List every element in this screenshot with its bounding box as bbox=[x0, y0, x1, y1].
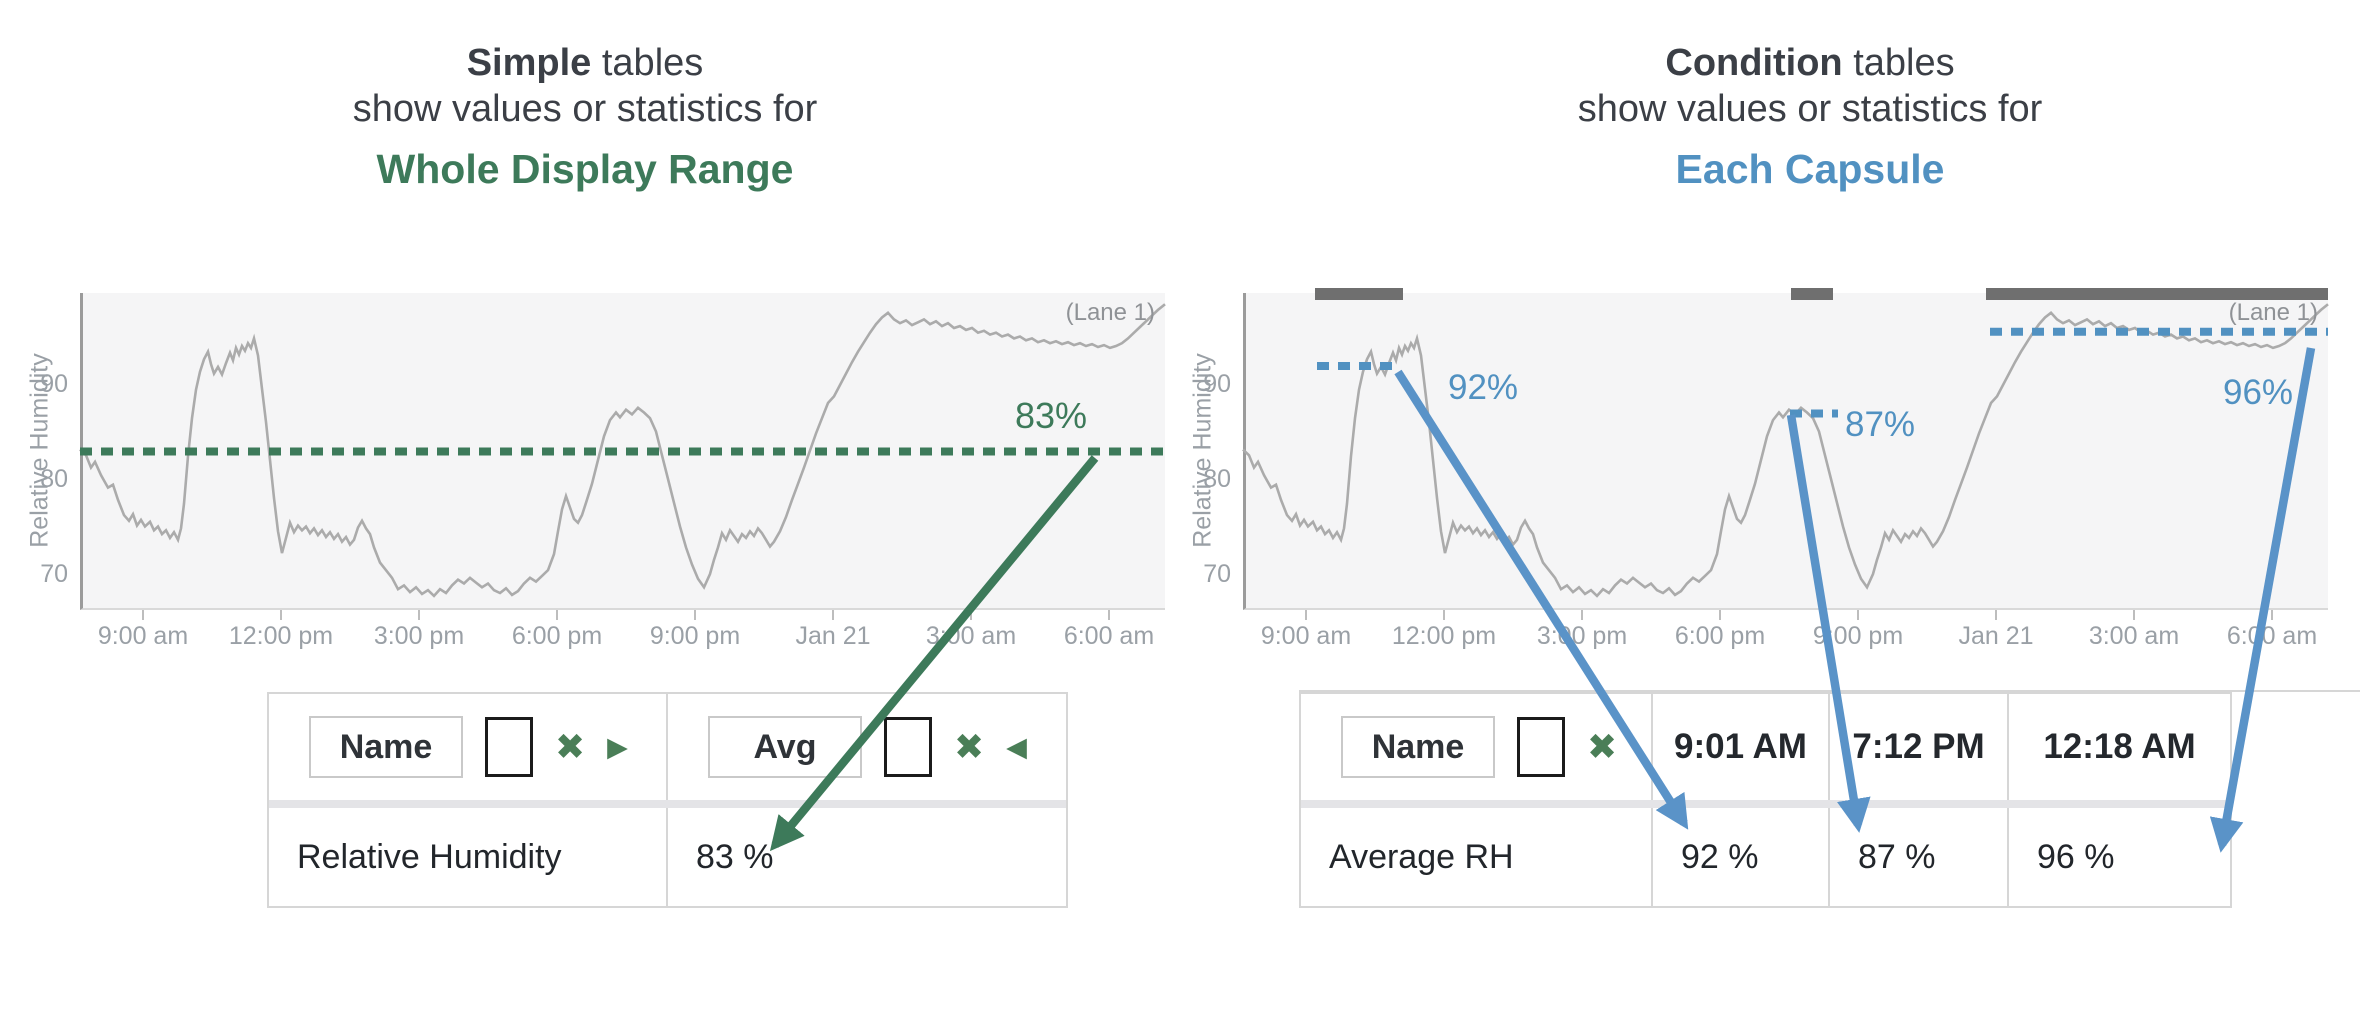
name-column-checkbox[interactable] bbox=[485, 717, 533, 777]
capsule-indicator-bar bbox=[1791, 288, 1833, 300]
capsule1-value-cell: 92 % bbox=[1653, 808, 1830, 907]
x-axis-tick-mark bbox=[280, 610, 282, 620]
remove-name-column-icon[interactable]: ✖ bbox=[1587, 726, 1618, 767]
humidity-curve bbox=[1242, 303, 2329, 598]
capsule-time-header-cell[interactable]: 9:01 AM bbox=[1653, 694, 1830, 800]
x-axis-tick-label: 6:00 am bbox=[1063, 622, 1155, 650]
x-axis-tick-label: 9:00 pm bbox=[649, 622, 741, 650]
lane-label: (Lane 1) bbox=[1065, 299, 1155, 326]
x-axis-tick-mark bbox=[1581, 610, 1583, 620]
capsule-indicator-bar bbox=[1315, 288, 1403, 300]
name-column-button[interactable]: Name bbox=[1341, 716, 1495, 778]
simple-table: Name ✖ ▶ Avg ✖ ◀ Relative Humidity 83 % bbox=[267, 692, 1068, 908]
chart-svg bbox=[1242, 303, 2329, 598]
x-axis-tick-mark bbox=[142, 610, 144, 620]
y-axis-title: Relative Humidity bbox=[25, 352, 54, 548]
x-axis-tick-mark bbox=[970, 610, 972, 620]
capsule-average-label: 96% bbox=[2223, 373, 2294, 412]
y-axis-tick-label: 70 bbox=[1203, 559, 1231, 588]
x-axis-tick-mark bbox=[832, 610, 834, 620]
display-range-average-label: 83% bbox=[1015, 395, 1088, 436]
x-axis-tick-mark bbox=[1995, 610, 1997, 620]
move-column-right-icon[interactable]: ▶ bbox=[607, 731, 628, 762]
x-axis-tick-label: 9:00 pm bbox=[1812, 622, 1904, 650]
capsule2-time-label: 7:12 PM bbox=[1852, 727, 1985, 766]
heading-line1: Simple tables bbox=[466, 42, 704, 84]
x-axis-tick-label: 6:00 pm bbox=[511, 622, 603, 650]
x-axis-tick-mark bbox=[1108, 610, 1110, 620]
x-axis-tick-mark bbox=[2271, 610, 2273, 620]
x-axis-tick-mark bbox=[1719, 610, 1721, 620]
x-axis-tick-label: 6:00 am bbox=[2226, 622, 2318, 650]
x-axis-tick-label: Jan 21 bbox=[1958, 622, 2034, 650]
heading-line2: show values or statistics for bbox=[352, 88, 818, 130]
whole-display-range-label: Whole Display Range bbox=[376, 146, 794, 192]
name-column-button[interactable]: Name bbox=[309, 716, 463, 778]
remove-avg-column-icon[interactable]: ✖ bbox=[954, 726, 985, 767]
x-axis-tick-mark bbox=[694, 610, 696, 620]
capsule-average-label: 92% bbox=[1448, 368, 1519, 407]
y-axis-tick-label: 70 bbox=[40, 559, 68, 588]
y-axis-tick-label: 80 bbox=[40, 464, 68, 493]
x-axis-tick-label: Jan 21 bbox=[795, 622, 871, 650]
condition-table: Name ✖ 9:01 AM 7:12 PM 12:18 AM Average … bbox=[1299, 692, 2232, 908]
humidity-curve bbox=[79, 303, 1166, 598]
x-axis-tick-mark bbox=[1857, 610, 1859, 620]
heading-line2: show values or statistics for bbox=[1577, 88, 2043, 130]
signal-name-cell: Average RH bbox=[1301, 808, 1653, 907]
x-axis-tick-label: 3:00 pm bbox=[373, 622, 465, 650]
lane-label: (Lane 1) bbox=[2228, 299, 2318, 326]
simple-tables-heading: Simple tables show values or statistics … bbox=[135, 40, 1035, 194]
x-axis-tick-mark bbox=[1443, 610, 1445, 620]
chart-svg bbox=[79, 303, 1166, 598]
x-axis-tick-mark bbox=[556, 610, 558, 620]
remove-name-column-icon[interactable]: ✖ bbox=[555, 726, 586, 767]
y-axis-tick-label: 80 bbox=[1203, 464, 1231, 493]
x-axis-tick-label: 12:00 pm bbox=[1391, 622, 1497, 650]
avg-column-button[interactable]: Avg bbox=[708, 716, 862, 778]
capsule1-time-label: 9:01 AM bbox=[1674, 727, 1807, 766]
each-capsule-label: Each Capsule bbox=[1675, 146, 1945, 192]
move-column-left-icon[interactable]: ◀ bbox=[1006, 731, 1027, 762]
x-axis-tick-label: 9:00 am bbox=[1260, 622, 1352, 650]
x-axis-tick-mark bbox=[2133, 610, 2135, 620]
capsule-indicator-bar bbox=[1986, 288, 2328, 300]
x-axis-tick-mark bbox=[1305, 610, 1307, 620]
capsule-time-header-cell[interactable]: 7:12 PM bbox=[1830, 694, 2009, 800]
capsule-average-label: 87% bbox=[1845, 405, 1916, 444]
simple-table-name-header-cell: Name ✖ ▶ bbox=[269, 694, 668, 800]
name-column-checkbox[interactable] bbox=[1517, 717, 1565, 777]
x-axis-tick-mark bbox=[418, 610, 420, 620]
x-axis-tick-label: 3:00 am bbox=[925, 622, 1017, 650]
heading-line1: Condition tables bbox=[1665, 42, 1955, 84]
capsule3-value-cell: 96 % bbox=[2037, 838, 2115, 876]
condition-table-name-header-cell: Name ✖ bbox=[1301, 694, 1653, 800]
y-axis-tick-label: 90 bbox=[1203, 369, 1231, 398]
x-axis-tick-label: 12:00 pm bbox=[228, 622, 334, 650]
simple-table-avg-header-cell: Avg ✖ ◀ bbox=[668, 694, 1066, 800]
x-axis-tick-label: 6:00 pm bbox=[1674, 622, 1766, 650]
avg-value-cell: 83 % bbox=[696, 838, 774, 876]
avg-column-checkbox[interactable] bbox=[884, 717, 932, 777]
capsule3-time-label: 12:18 AM bbox=[2043, 727, 2196, 766]
condition-tables-heading: Condition tables show values or statisti… bbox=[1360, 40, 2260, 194]
y-axis-tick-label: 90 bbox=[40, 369, 68, 398]
signal-name-cell: Relative Humidity bbox=[269, 808, 668, 907]
x-axis-tick-label: 3:00 am bbox=[2088, 622, 2180, 650]
capsule-time-header-cell[interactable]: 12:18 AM bbox=[2009, 694, 2230, 800]
y-axis-title: Relative Humidity bbox=[1188, 352, 1217, 548]
x-axis-tick-label: 9:00 am bbox=[97, 622, 189, 650]
capsule2-value-cell: 87 % bbox=[1830, 808, 2009, 907]
x-axis-tick-label: 3:00 pm bbox=[1536, 622, 1628, 650]
